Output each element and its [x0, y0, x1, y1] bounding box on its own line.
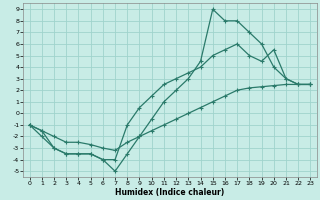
X-axis label: Humidex (Indice chaleur): Humidex (Indice chaleur)	[116, 188, 225, 197]
